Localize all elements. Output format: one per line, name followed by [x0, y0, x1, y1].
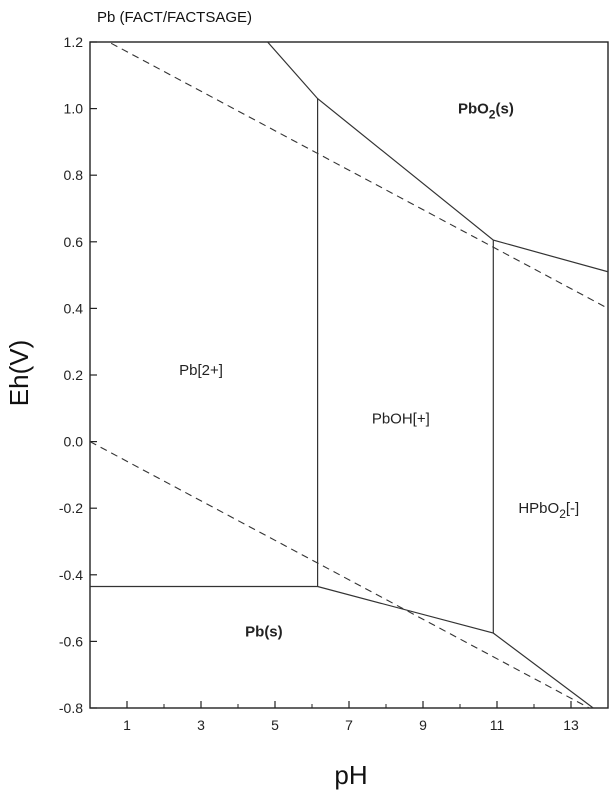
x-tick-label: 3	[197, 717, 205, 733]
y-axis-label: Eh(V)	[4, 340, 34, 406]
x-tick-label: 13	[563, 717, 579, 733]
x-tick-label: 1	[123, 717, 131, 733]
region-label: Pb[2+]	[179, 362, 223, 379]
y-tick-label: 0.8	[64, 167, 84, 183]
y-tick-label: 0.0	[64, 434, 84, 450]
y-tick-label: 0.6	[64, 234, 84, 250]
region-label: PbO2(s)	[458, 101, 514, 122]
y-tick-label: 0.2	[64, 367, 84, 383]
y-tick-label: 1.0	[64, 101, 84, 117]
x-axis-label: pH	[334, 760, 367, 790]
phase-boundary	[267, 42, 608, 273]
y-tick-label: -0.6	[59, 633, 83, 649]
y-tick-label: 1.2	[64, 34, 84, 50]
x-tick-label: 11	[490, 717, 505, 733]
x-tick-label: 5	[271, 717, 279, 733]
x-tick-label: 9	[419, 717, 427, 733]
y-tick-label: 0.4	[64, 300, 84, 316]
region-label: HPbO2[-]	[518, 500, 579, 521]
water-stability-line	[107, 42, 608, 309]
x-tick-label: 7	[345, 717, 353, 733]
phase-boundary	[90, 585, 594, 708]
water-stability-line	[90, 441, 591, 708]
chart-title: Pb (FACT/FACTSAGE)	[97, 9, 252, 26]
region-label: Pb(s)	[245, 623, 283, 640]
plot-frame	[89, 41, 609, 709]
y-tick-label: -0.8	[59, 700, 83, 716]
y-tick-label: -0.4	[59, 567, 83, 583]
plot-area: -0.8-0.6-0.4-0.20.00.20.40.60.81.01.21 3 5…	[59, 34, 609, 733]
y-tick-label: -0.2	[59, 500, 83, 516]
region-label: PbOH[+]	[372, 410, 430, 427]
